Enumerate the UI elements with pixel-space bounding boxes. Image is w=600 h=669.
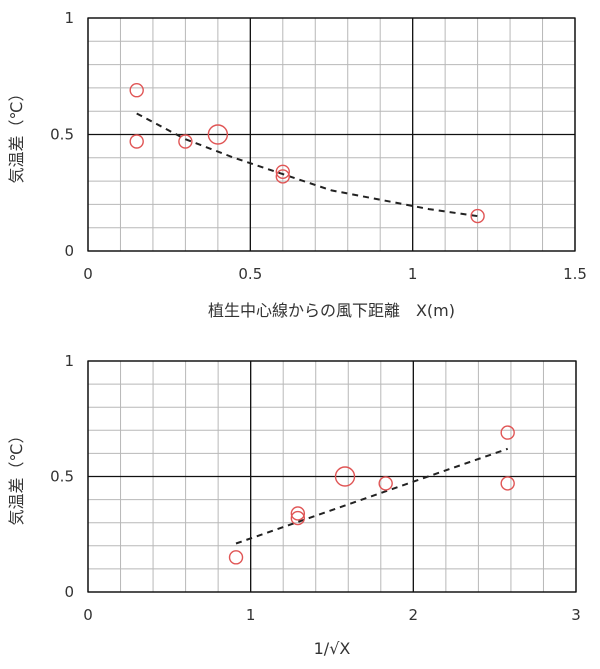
x-tick-label: 0.5 (238, 265, 262, 283)
x-tick-label: 1 (246, 606, 256, 624)
data-point-1 (129, 83, 144, 98)
x-tick-label: 0 (83, 606, 93, 624)
y-tick-label: 1 (64, 9, 74, 27)
chart-1: 0 0.5 1 1.5 0 0.5 1 植生中心線からの風下距離 X(m) 気温差（℃） (7, 9, 587, 320)
chart-2: 0 1 2 3 0 0.5 1 1/√X 気温差（℃） (7, 352, 581, 658)
y-tick-label: 0.5 (50, 468, 74, 486)
data-point-7 (500, 476, 515, 491)
data-point-5 (275, 164, 290, 179)
data-point-3 (178, 134, 193, 149)
y-tick-label: 0.5 (50, 126, 74, 144)
x-axis-label: 植生中心線からの風下距離 X(m) (208, 301, 455, 320)
data-point-7 (470, 208, 485, 224)
plot-frame (87, 360, 577, 593)
y-tick-label: 0 (64, 242, 74, 260)
data-point-1 (228, 550, 244, 565)
trendline (136, 112, 478, 218)
data-point-2 (129, 134, 144, 149)
data-point-5 (378, 476, 393, 491)
y-tick-label: 1 (64, 352, 74, 370)
y-axis-label: 気温差（℃） (7, 86, 26, 184)
x-tick-label: 3 (571, 606, 581, 624)
data-point-6 (500, 425, 515, 440)
data-point-6 (275, 169, 290, 184)
y-axis-label: 気温差（℃） (7, 428, 26, 526)
x-tick-label: 0 (83, 265, 93, 283)
x-axis-label: 1/√X (314, 639, 351, 658)
y-tick-label: 0 (64, 583, 74, 601)
x-tick-label: 2 (409, 606, 419, 624)
x-tick-label: 1.5 (563, 265, 587, 283)
data-point-4 (334, 466, 356, 487)
x-tick-label: 1 (408, 265, 418, 283)
data-point-2 (290, 506, 306, 521)
plot-frame (87, 17, 576, 252)
data-point-4 (207, 124, 229, 145)
data-point-3 (290, 510, 306, 526)
trendline (235, 447, 509, 545)
